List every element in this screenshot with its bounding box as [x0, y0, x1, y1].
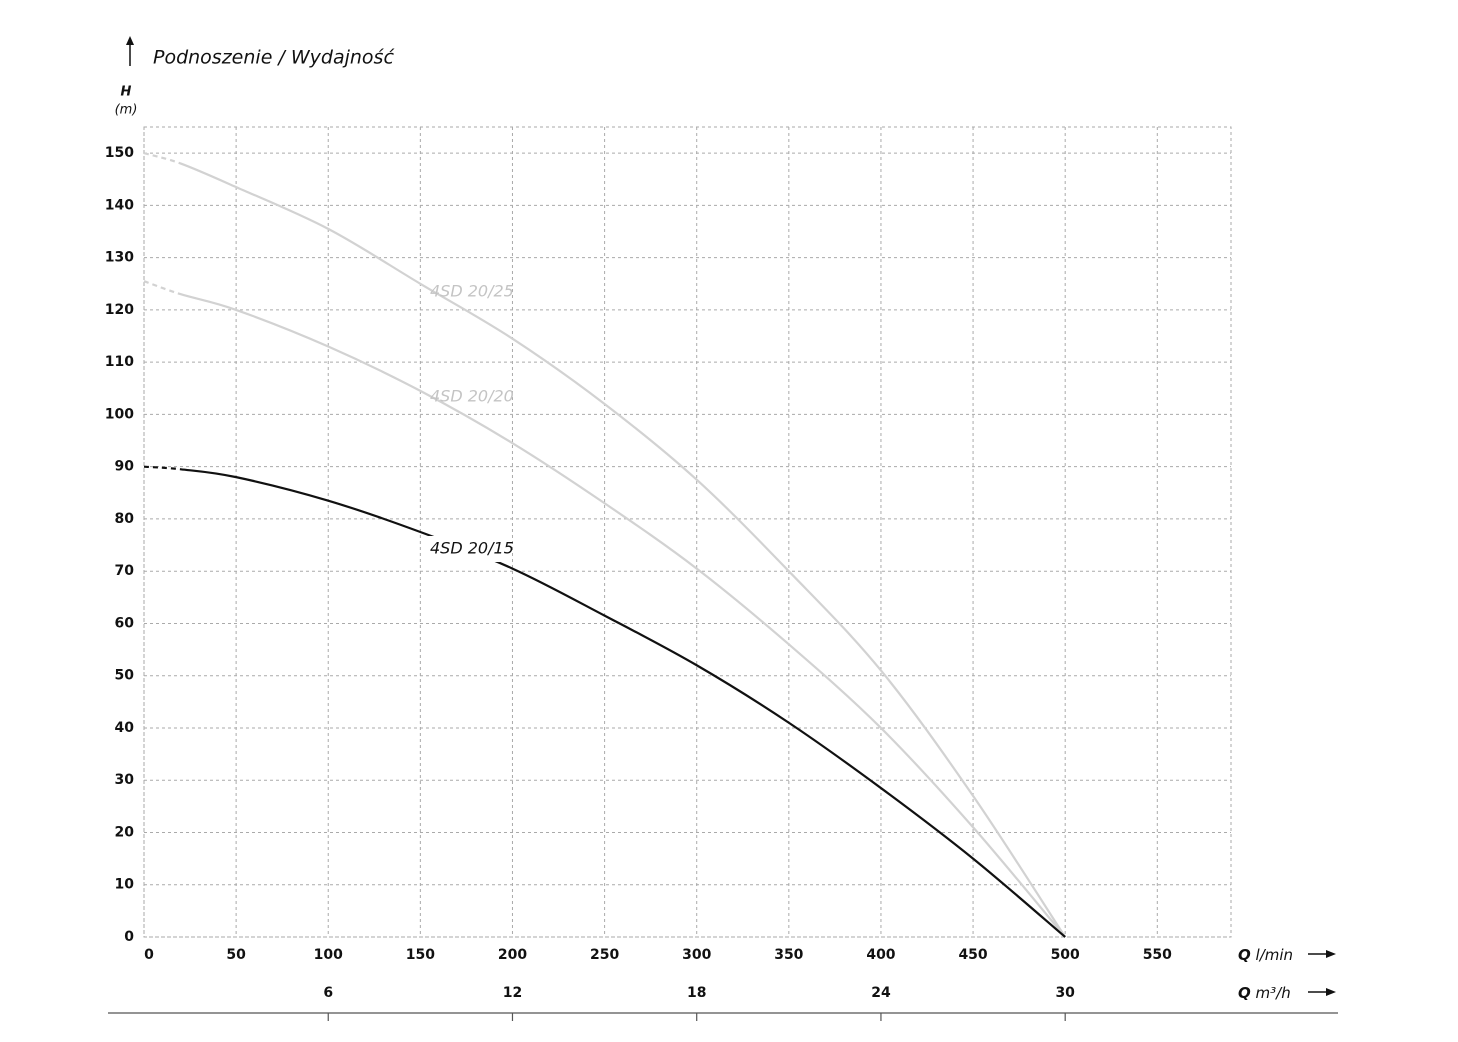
x2-tick-label: 18: [687, 985, 706, 1001]
y-tick-label: 130: [105, 250, 134, 266]
y-tick-label: 70: [115, 563, 135, 579]
label-bg: [426, 536, 512, 562]
y-tick-label: 10: [115, 877, 135, 893]
y-tick-label: 110: [105, 354, 134, 370]
y-tick-label: 150: [105, 145, 134, 161]
x-tick-label: 100: [314, 947, 343, 963]
series-label: 4SD 20/25: [430, 282, 514, 301]
line-series: [143, 152, 1067, 938]
x2-tick-label: 12: [503, 985, 522, 1001]
line-series: [143, 280, 1067, 938]
arrow-head: [1326, 950, 1336, 958]
x2-tick-label: 30: [1055, 985, 1075, 1001]
x2-tick-label: 6: [323, 985, 333, 1001]
x2-label-unit: m³/h: [1256, 984, 1291, 1002]
x-tick-label: 550: [1143, 947, 1172, 963]
x-tick-label: 450: [958, 947, 987, 963]
y-tick-label: 100: [105, 406, 134, 422]
series-label: 4SD 20/15: [430, 539, 514, 558]
y-tick-label: 90: [115, 459, 135, 475]
x-tick-label: 500: [1051, 947, 1080, 963]
arrow-head: [126, 36, 134, 45]
y-tick-label: 140: [105, 197, 134, 213]
plot-border: [143, 126, 1232, 938]
y-tick-label: 60: [115, 615, 135, 631]
y-unit: (m): [115, 103, 138, 118]
y-tick-label: 40: [115, 720, 135, 736]
y-tick-label: 0: [124, 929, 134, 945]
x-tick-label: 200: [498, 947, 527, 963]
x-label-symbol: Q: [1238, 946, 1251, 964]
x-tick-label: 150: [406, 947, 435, 963]
x-tick-label: 400: [866, 947, 895, 963]
x-tick-label: 250: [590, 947, 619, 963]
x2-tick-label: 24: [871, 985, 891, 1001]
y-label: H: [121, 85, 132, 100]
y-tick-label: 30: [115, 772, 135, 788]
x2-label: Q m³/h: [1238, 984, 1291, 1002]
y-tick-label: 50: [115, 668, 135, 684]
x-tick-label: 300: [682, 947, 711, 963]
series-label: 4SD 20/20: [430, 387, 514, 406]
x-tick-label: 0: [144, 947, 154, 963]
arrow-head: [1326, 988, 1336, 996]
x-tick-label: 350: [774, 947, 803, 963]
x-tick-label: 50: [226, 947, 246, 963]
y-tick-label: 80: [115, 511, 135, 527]
line-series: [143, 465, 1066, 938]
y-tick-label: 20: [115, 824, 135, 840]
x-label: Q l/min: [1238, 946, 1293, 964]
y-tick-label: 120: [105, 302, 134, 318]
x2-label-symbol: Q: [1238, 984, 1251, 1002]
x-label-unit: l/min: [1256, 946, 1294, 964]
chart-title: Podnoszenie / Wydajność: [153, 47, 395, 69]
